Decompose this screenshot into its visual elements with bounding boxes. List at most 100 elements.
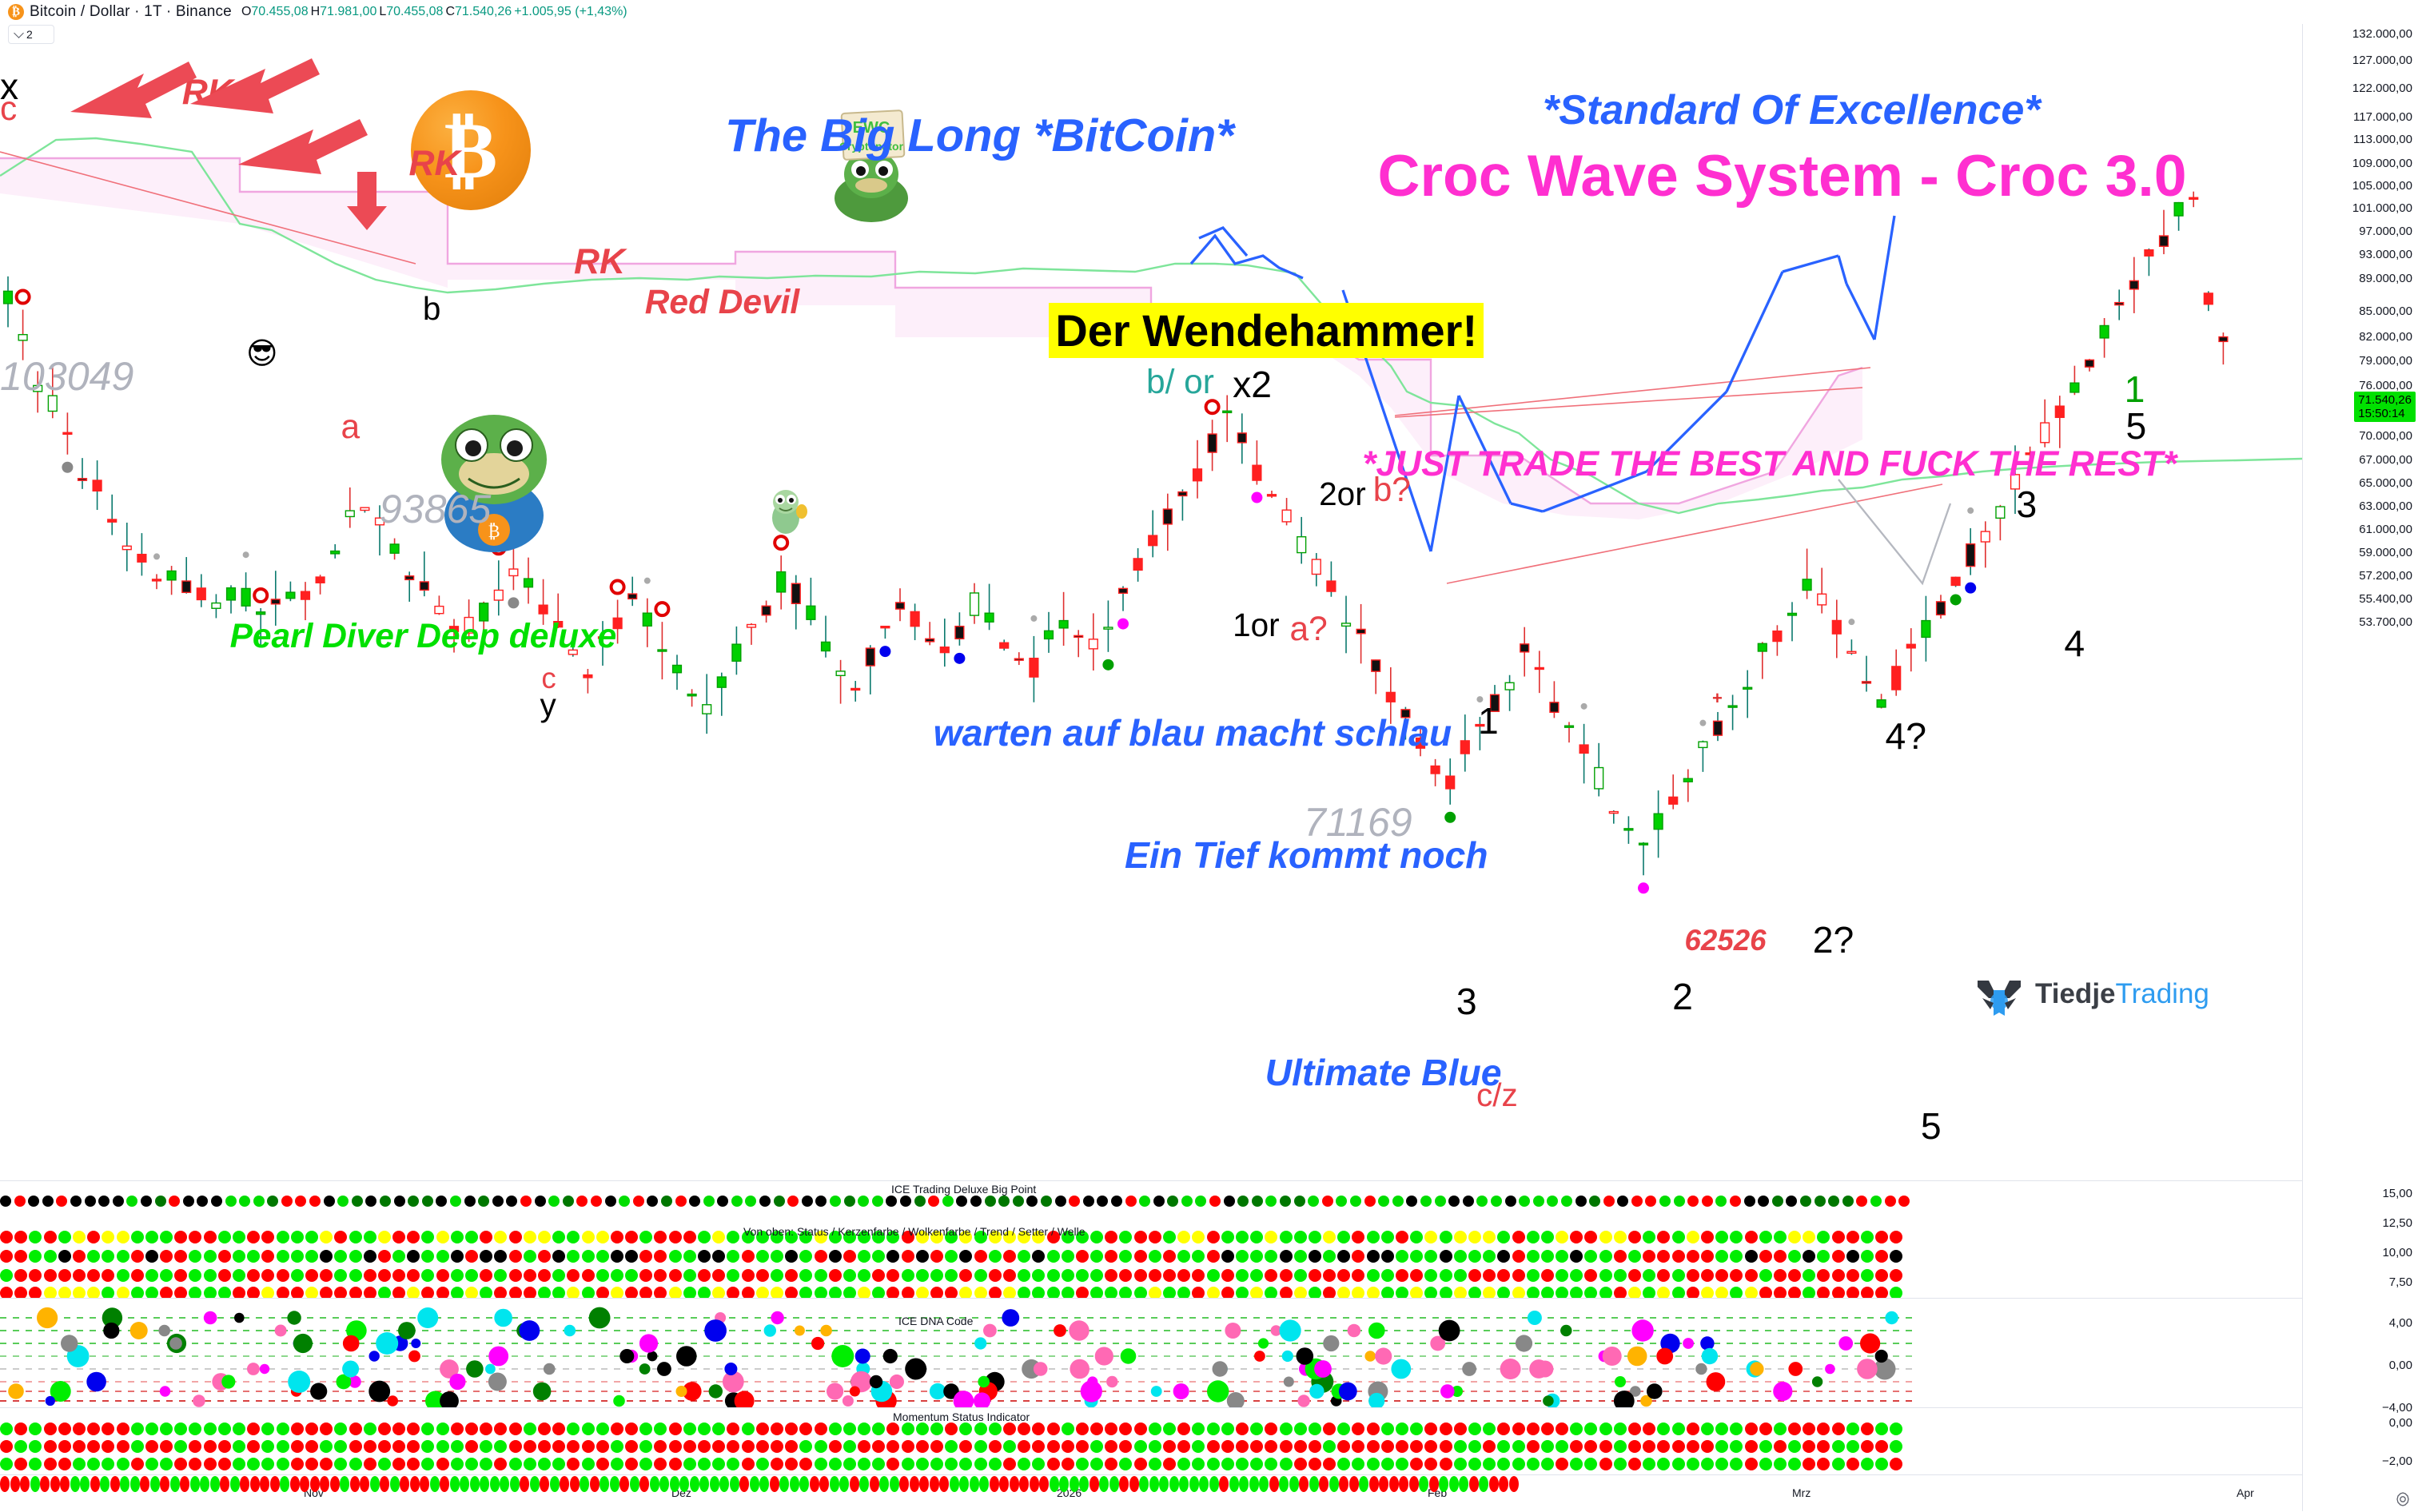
gear-icon[interactable] (2395, 1491, 2411, 1507)
time-strip-cell (1079, 1476, 1089, 1492)
time-strip-cell (839, 1476, 849, 1492)
price-axis-label: 82.000,00 (2359, 330, 2412, 344)
indicator-dot (478, 1196, 490, 1207)
time-strip-cell (969, 1476, 979, 1492)
indicator-dot (1700, 1458, 1714, 1470)
indicator-dot (1148, 1287, 1161, 1299)
indicator-dot (72, 1269, 86, 1282)
indicator-dot (712, 1440, 726, 1453)
indicator-dot (203, 1422, 217, 1435)
indicator-dot (1105, 1231, 1118, 1243)
indicator-dot (290, 1440, 304, 1453)
indicator-dot (1686, 1422, 1699, 1435)
indicator-dot (1046, 1231, 1060, 1243)
indicator-dot (1759, 1440, 1772, 1453)
indicator-dot (1424, 1287, 1438, 1299)
indicator-dot (1119, 1458, 1133, 1470)
indicator-dot (712, 1287, 726, 1299)
price-axis-label: 59.000,00 (2359, 546, 2412, 559)
time-strip-cell (659, 1476, 669, 1492)
symbol-title[interactable]: Bitcoin / Dollar · 1T · Binance (30, 3, 232, 20)
indicator-dot (1090, 1250, 1104, 1263)
indicator-dot (508, 1458, 522, 1470)
indicator-dot (1265, 1287, 1278, 1299)
price-pane[interactable] (0, 24, 2302, 1181)
indicator-dot (407, 1422, 420, 1435)
indicator-dot (581, 1269, 595, 1282)
indicator-dot (1293, 1458, 1307, 1470)
price-axis-label: 61.000,00 (2359, 523, 2412, 536)
time-strip-cell (249, 1476, 260, 1492)
indicator-dot (1589, 1196, 1601, 1207)
indicator-dot (1686, 1231, 1699, 1243)
indicator-dot (1206, 1440, 1220, 1453)
indicator-dot (1861, 1231, 1874, 1243)
indicator-dot (1133, 1269, 1147, 1282)
indicator-dot (116, 1287, 129, 1299)
indicator-dot (1743, 1196, 1755, 1207)
indicator-dot (1163, 1422, 1176, 1435)
indicator-dot (363, 1422, 376, 1435)
indicator-dot (1671, 1422, 1685, 1435)
indicator-dot (712, 1250, 726, 1263)
indicator-dot (130, 1458, 144, 1470)
time-strip-cell (90, 1476, 100, 1492)
indicator-dot (261, 1440, 275, 1453)
indicator-dot (1828, 1196, 1840, 1207)
pane-title-von-oben: Von oben: Status / Kerzenfarbe / Wolkenf… (743, 1225, 1086, 1238)
indicator-dot (1540, 1250, 1554, 1263)
indicator-dot (1890, 1422, 1903, 1435)
ice-dna-code-pane[interactable] (0, 1299, 2302, 1408)
indicator-dot (1110, 1196, 1122, 1207)
indicator-dot (647, 1196, 659, 1207)
indicator-dot (87, 1422, 101, 1435)
indicator-dot (1090, 1287, 1104, 1299)
indicator-dot (1206, 1269, 1220, 1282)
indicator-dot (727, 1440, 740, 1453)
time-strip-cell (600, 1476, 609, 1492)
indicator-dot (189, 1250, 202, 1263)
indicator-dot (1337, 1269, 1351, 1282)
indicator-dot (494, 1250, 508, 1263)
price-axis[interactable]: USD 132.000,00127.000,00122.000,00117.00… (2302, 0, 2418, 1511)
indicator-dot (1410, 1458, 1424, 1470)
legend-collapse-button[interactable]: 2 (8, 25, 54, 44)
indicator-dot (407, 1458, 420, 1470)
label-croc-wave-system: Croc Wave System - Croc 3.0 (1377, 142, 2187, 209)
indicator-dot (349, 1287, 362, 1299)
indicator-dot (276, 1440, 289, 1453)
indicator-dot (480, 1440, 493, 1453)
indicator-dot (988, 1287, 1002, 1299)
indicator-dot (87, 1269, 101, 1282)
indicator-dot (1788, 1269, 1802, 1282)
indicator-dot (1410, 1287, 1424, 1299)
indicator-dot (610, 1250, 623, 1263)
indicator-axis-label: 4,00 (2388, 1316, 2412, 1330)
time-strip-cell (269, 1476, 280, 1492)
indicator-dot (959, 1269, 973, 1282)
indicator-dot (886, 1231, 900, 1243)
indicator-dot (945, 1440, 958, 1453)
indicator-dot (1420, 1196, 1432, 1207)
time-strip-cell (309, 1476, 320, 1492)
time-strip-cell (759, 1476, 769, 1492)
indicator-dot (770, 1440, 783, 1453)
time-strip-cell (1439, 1476, 1448, 1492)
indicator-dot (1730, 1231, 1743, 1243)
time-strip-cell (809, 1476, 819, 1492)
indicator-dot (1715, 1196, 1727, 1207)
momentum-status-pane[interactable] (0, 1408, 2302, 1474)
indicator-dot (140, 1196, 152, 1207)
indicator-dot (1570, 1458, 1583, 1470)
ice-trading-deluxe-pane[interactable] (0, 1181, 2302, 1299)
time-strip-cell (1508, 1476, 1519, 1492)
indicator-dot (1221, 1287, 1234, 1299)
indicator-dot (276, 1250, 289, 1263)
time-strip-cell (580, 1476, 589, 1492)
indicator-dot (305, 1250, 318, 1263)
indicator-dot (1617, 1196, 1629, 1207)
time-strip-cell (889, 1476, 899, 1492)
indicator-dot (901, 1458, 914, 1470)
indicator-dot (770, 1287, 783, 1299)
indicator-dot (1584, 1458, 1598, 1470)
